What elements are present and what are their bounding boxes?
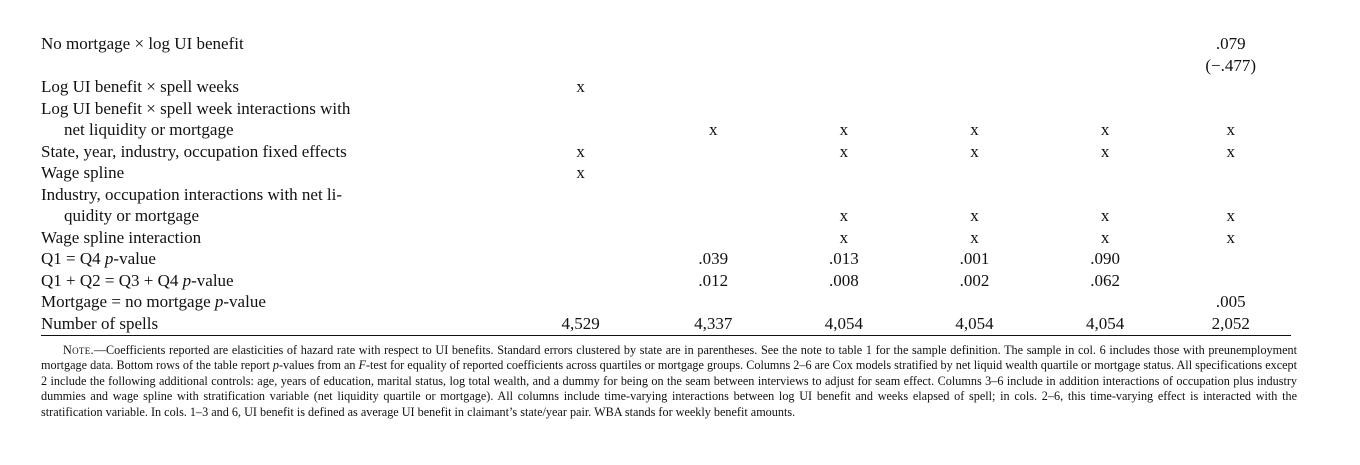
row-label: Industry, occupation interactions with n… xyxy=(41,184,343,204)
table-note: Note.—Coefficients reported are elastici… xyxy=(41,343,1297,419)
cell-col4: .002 xyxy=(959,270,990,290)
cell-col1: x xyxy=(576,163,585,182)
cell-col5: x xyxy=(1100,227,1110,247)
cell-col3: .008 xyxy=(828,270,859,290)
regression-table: No mortgage × log UI benefit .079 (−.477)… xyxy=(41,33,1291,336)
table-row: Q1 + Q2 = Q3 + Q4 p-value .012 .008 .002… xyxy=(41,270,1291,292)
cell-col1: x xyxy=(576,77,585,96)
cell-col6: 2,052 xyxy=(1170,312,1291,336)
cell-col4: x xyxy=(970,120,979,139)
cell-col5: 4,054 xyxy=(1039,312,1171,336)
cell-col6: x xyxy=(1226,227,1235,247)
cell-col1: x xyxy=(576,141,585,161)
cell-col5: .090 xyxy=(1090,249,1120,268)
row-label: No mortgage × log UI benefit xyxy=(41,34,244,53)
row-label-continued: net liquidity or mortgage xyxy=(64,120,234,139)
cell-col4: 4,054 xyxy=(909,312,1040,336)
table-row: No mortgage × log UI benefit .079 (−.477) xyxy=(41,33,1291,76)
cell-col5: x xyxy=(1100,120,1110,139)
row-label: Wage spline interaction xyxy=(41,227,202,247)
table-row: quidity or mortgage x x x x xyxy=(41,205,1291,227)
cell-col2: .012 xyxy=(698,270,729,290)
row-label: Wage spline xyxy=(41,163,125,182)
cell-col4: .001 xyxy=(959,249,990,268)
cell-col6: x xyxy=(1226,120,1235,139)
table-row: Industry, occupation interactions with n… xyxy=(41,184,1291,206)
cell-col2: x xyxy=(708,120,718,139)
cell-col4: x xyxy=(970,141,979,161)
row-label-continued: quidity or mortgage xyxy=(64,206,200,225)
cell-col3: 4,054 xyxy=(778,312,910,336)
cell-col6: .079 (−.477) xyxy=(1205,34,1257,75)
cell-col4: x xyxy=(970,206,979,225)
table-row: Number of spells 4,529 4,337 4,054 4,054… xyxy=(41,312,1291,336)
cell-col2: .039 xyxy=(698,249,729,268)
row-label: State, year, industry, occupation fixed … xyxy=(41,141,347,161)
row-label: Q1 + Q2 = Q3 + Q4 p-value xyxy=(41,270,234,290)
table-row: Wage spline interaction x x x x xyxy=(41,227,1291,249)
cell-col3: x xyxy=(839,227,849,247)
table-row: Q1 = Q4 p-value .039 .013 .001 .090 xyxy=(41,248,1291,270)
table-row: Log UI benefit × spell weeks x xyxy=(41,76,1291,98)
cell-col5: .062 xyxy=(1090,270,1120,290)
cell-col6: x xyxy=(1226,206,1235,225)
table-row: Wage spline x xyxy=(41,162,1291,184)
cell-col3: .013 xyxy=(828,249,859,268)
table-row: Log UI benefit × spell week interactions… xyxy=(41,98,1291,120)
row-label: Number of spells xyxy=(41,312,514,336)
cell-col6: x xyxy=(1226,141,1235,161)
row-label: Log UI benefit × spell week interactions… xyxy=(41,98,351,118)
cell-col4: x xyxy=(970,227,979,247)
cell-col5: x xyxy=(1100,206,1110,225)
cell-col6: .005 xyxy=(1215,292,1246,311)
row-label: Log UI benefit × spell weeks xyxy=(41,77,239,96)
cell-col5: x xyxy=(1100,141,1110,161)
table-row: net liquidity or mortgage x x x x x xyxy=(41,119,1291,141)
cell-col3: x xyxy=(839,120,849,139)
standard-error: (−.477) xyxy=(1205,55,1257,75)
table-row: Mortgage = no mortgage p-value .005 xyxy=(41,291,1291,313)
cell-col3: x xyxy=(839,206,849,225)
note-heading: Note. xyxy=(63,343,94,357)
cell-col1: 4,529 xyxy=(513,312,648,336)
cell-col2: 4,337 xyxy=(647,312,779,336)
row-label: Q1 = Q4 p-value xyxy=(41,249,156,268)
cell-col3: x xyxy=(839,141,849,161)
row-label: Mortgage = no mortgage p-value xyxy=(41,292,266,311)
table-row: State, year, industry, occupation fixed … xyxy=(41,141,1291,163)
